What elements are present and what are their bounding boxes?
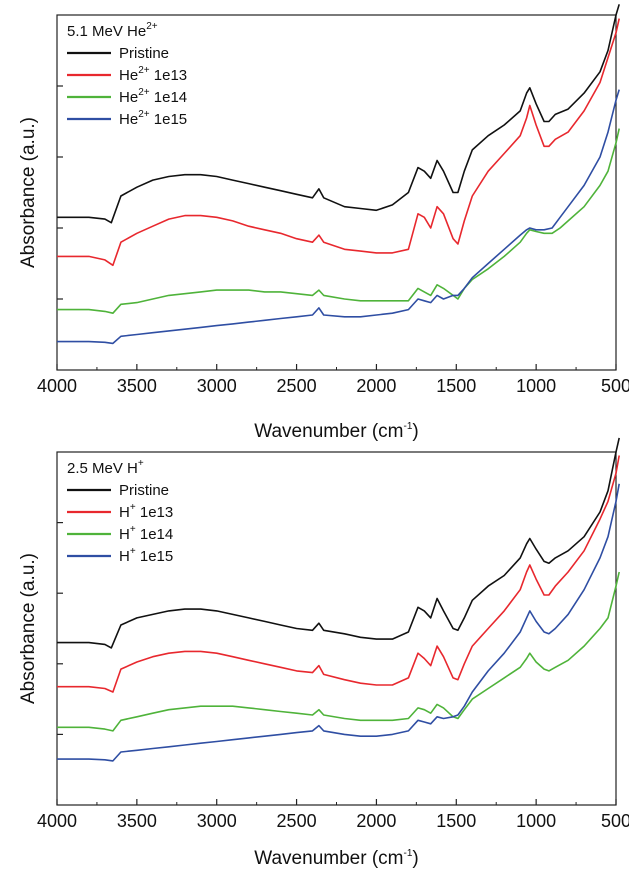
legend-label-sup: + bbox=[130, 524, 136, 535]
x-axis-label-base: Wavenumber (cm bbox=[254, 421, 403, 442]
legend-label-tail: 1e13 bbox=[136, 504, 174, 521]
x-axis-label: Wavenumber (cm-1) bbox=[254, 421, 418, 442]
x-axis-label-base: Wavenumber (cm bbox=[254, 848, 403, 869]
legend-title-sup: 2+ bbox=[146, 21, 158, 32]
legend-title-base: 5.1 MeV He bbox=[67, 23, 146, 40]
x-axis-label-sup: -1 bbox=[403, 421, 412, 432]
x-axis-label-tail: ) bbox=[412, 848, 418, 869]
x-tick-label: 3500 bbox=[117, 811, 157, 831]
legend-label-base: He bbox=[119, 111, 138, 128]
legend-label-sup: 2+ bbox=[138, 87, 150, 98]
x-tick-label: 1500 bbox=[436, 376, 476, 396]
x-tick-label: 1000 bbox=[516, 811, 556, 831]
legend-label-tail: 1e13 bbox=[150, 67, 188, 84]
x-tick-label: 3000 bbox=[197, 811, 237, 831]
legend-label-sup: 2+ bbox=[138, 65, 150, 76]
legend-title: 5.1 MeV He2+ bbox=[67, 21, 158, 40]
legend-entry-1: Pristine bbox=[119, 45, 169, 62]
legend-label-base: H bbox=[119, 548, 130, 565]
legend-entry-2: H+ 1e13 bbox=[119, 502, 173, 521]
x-tick-label: 1000 bbox=[516, 376, 556, 396]
x-tick-label: 2000 bbox=[356, 376, 396, 396]
series-line-1 bbox=[57, 437, 620, 649]
legend-entry-3: He2+ 1e14 bbox=[119, 87, 187, 106]
legend-label-base: H bbox=[119, 526, 130, 543]
x-tick-label: 4000 bbox=[37, 376, 77, 396]
legend-label-tail: 1e14 bbox=[136, 526, 174, 543]
legend-label-sup: + bbox=[130, 502, 136, 513]
legend-label-base: H bbox=[119, 504, 130, 521]
legend-label-tail: 1e15 bbox=[150, 111, 188, 128]
x-axis-label-sup: -1 bbox=[403, 848, 412, 859]
legend-label-base: He bbox=[119, 67, 138, 84]
y-axis-label: Absorbance (a.u.) bbox=[18, 553, 39, 704]
x-tick-label: 1500 bbox=[436, 811, 476, 831]
legend-entry-2: He2+ 1e13 bbox=[119, 65, 187, 84]
series-line-3 bbox=[57, 128, 620, 314]
legend-title: 2.5 MeV H+ bbox=[67, 458, 144, 477]
x-tick-label: 2000 bbox=[356, 811, 396, 831]
legend-label-tail: 1e15 bbox=[136, 548, 174, 565]
series-line-4 bbox=[57, 483, 620, 762]
x-tick-label: 2500 bbox=[277, 811, 317, 831]
series-line-3 bbox=[57, 571, 620, 732]
x-axis-label: Wavenumber (cm-1) bbox=[254, 848, 418, 869]
legend-title-base: 2.5 MeV H bbox=[67, 460, 138, 477]
series-line-2 bbox=[57, 455, 620, 693]
chart-panel-top: 4000 3500 3000 2500 2000 1500 1000 500 Wavenumbe… bbox=[18, 4, 629, 442]
legend-title-sup: + bbox=[138, 458, 144, 469]
y-axis-label: Absorbance (a.u.) bbox=[18, 117, 39, 268]
series-line-4 bbox=[57, 89, 620, 345]
x-tick-label: 3500 bbox=[117, 376, 157, 396]
legend-entry-3: H+ 1e14 bbox=[119, 524, 173, 543]
chart-panel-bottom: 4000 3500 3000 2500 2000 1500 1000 500 Wavenumbe… bbox=[18, 437, 629, 869]
legend-label-base: Pristine bbox=[119, 45, 169, 62]
x-tick-label: 2500 bbox=[277, 376, 317, 396]
legend-label-base: He bbox=[119, 89, 138, 106]
x-axis-label-tail: ) bbox=[412, 421, 418, 442]
x-tick-label: 4000 bbox=[37, 811, 77, 831]
legend-entry-4: H+ 1e15 bbox=[119, 546, 173, 565]
legend-label-sup: 2+ bbox=[138, 109, 150, 120]
x-tick-label: 500 bbox=[601, 811, 629, 831]
series-line-1 bbox=[57, 4, 620, 224]
x-tick-label: 500 bbox=[601, 376, 629, 396]
x-tick-label: 3000 bbox=[197, 376, 237, 396]
series-line-2 bbox=[57, 18, 620, 267]
legend-label-tail: 1e14 bbox=[150, 89, 188, 106]
legend-label-sup: + bbox=[130, 546, 136, 557]
legend-entry-4: He2+ 1e15 bbox=[119, 109, 187, 128]
legend-label-base: Pristine bbox=[119, 482, 169, 499]
legend-entry-1: Pristine bbox=[119, 482, 169, 499]
